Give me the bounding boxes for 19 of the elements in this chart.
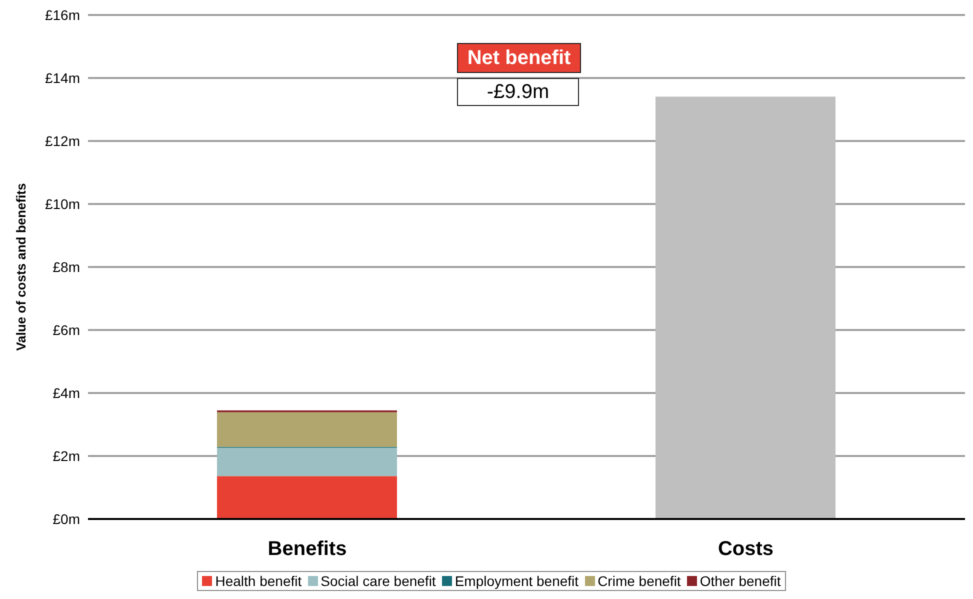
y-tick-label: £4m: [52, 384, 80, 401]
legend-label: Health benefit: [214, 573, 302, 589]
y-tick-label: £6m: [52, 322, 80, 338]
x-tick-label: Benefits: [268, 538, 347, 560]
annotation: -£9.9m: [457, 78, 579, 106]
legend-label: Employment benefit: [454, 573, 579, 589]
y-tick-label: £10m: [44, 196, 80, 212]
x-tick-label: Costs: [718, 538, 774, 560]
y-tick-label: £12m: [44, 132, 80, 149]
y-tick-label: £0m: [52, 510, 80, 527]
y-tick-label: £8m: [52, 258, 80, 275]
y-tick-label: £16m: [44, 6, 80, 23]
y-tick-label: £2m: [52, 448, 80, 464]
legend-label: Other benefit: [698, 573, 781, 589]
y-tick-label: £14m: [44, 70, 80, 86]
annotation: Net benefit: [457, 43, 581, 73]
legend-label: Crime benefit: [596, 573, 681, 589]
y-axis-title: Value of costs and benefits: [14, 183, 29, 351]
legend-label: Social care benefit: [320, 573, 436, 589]
